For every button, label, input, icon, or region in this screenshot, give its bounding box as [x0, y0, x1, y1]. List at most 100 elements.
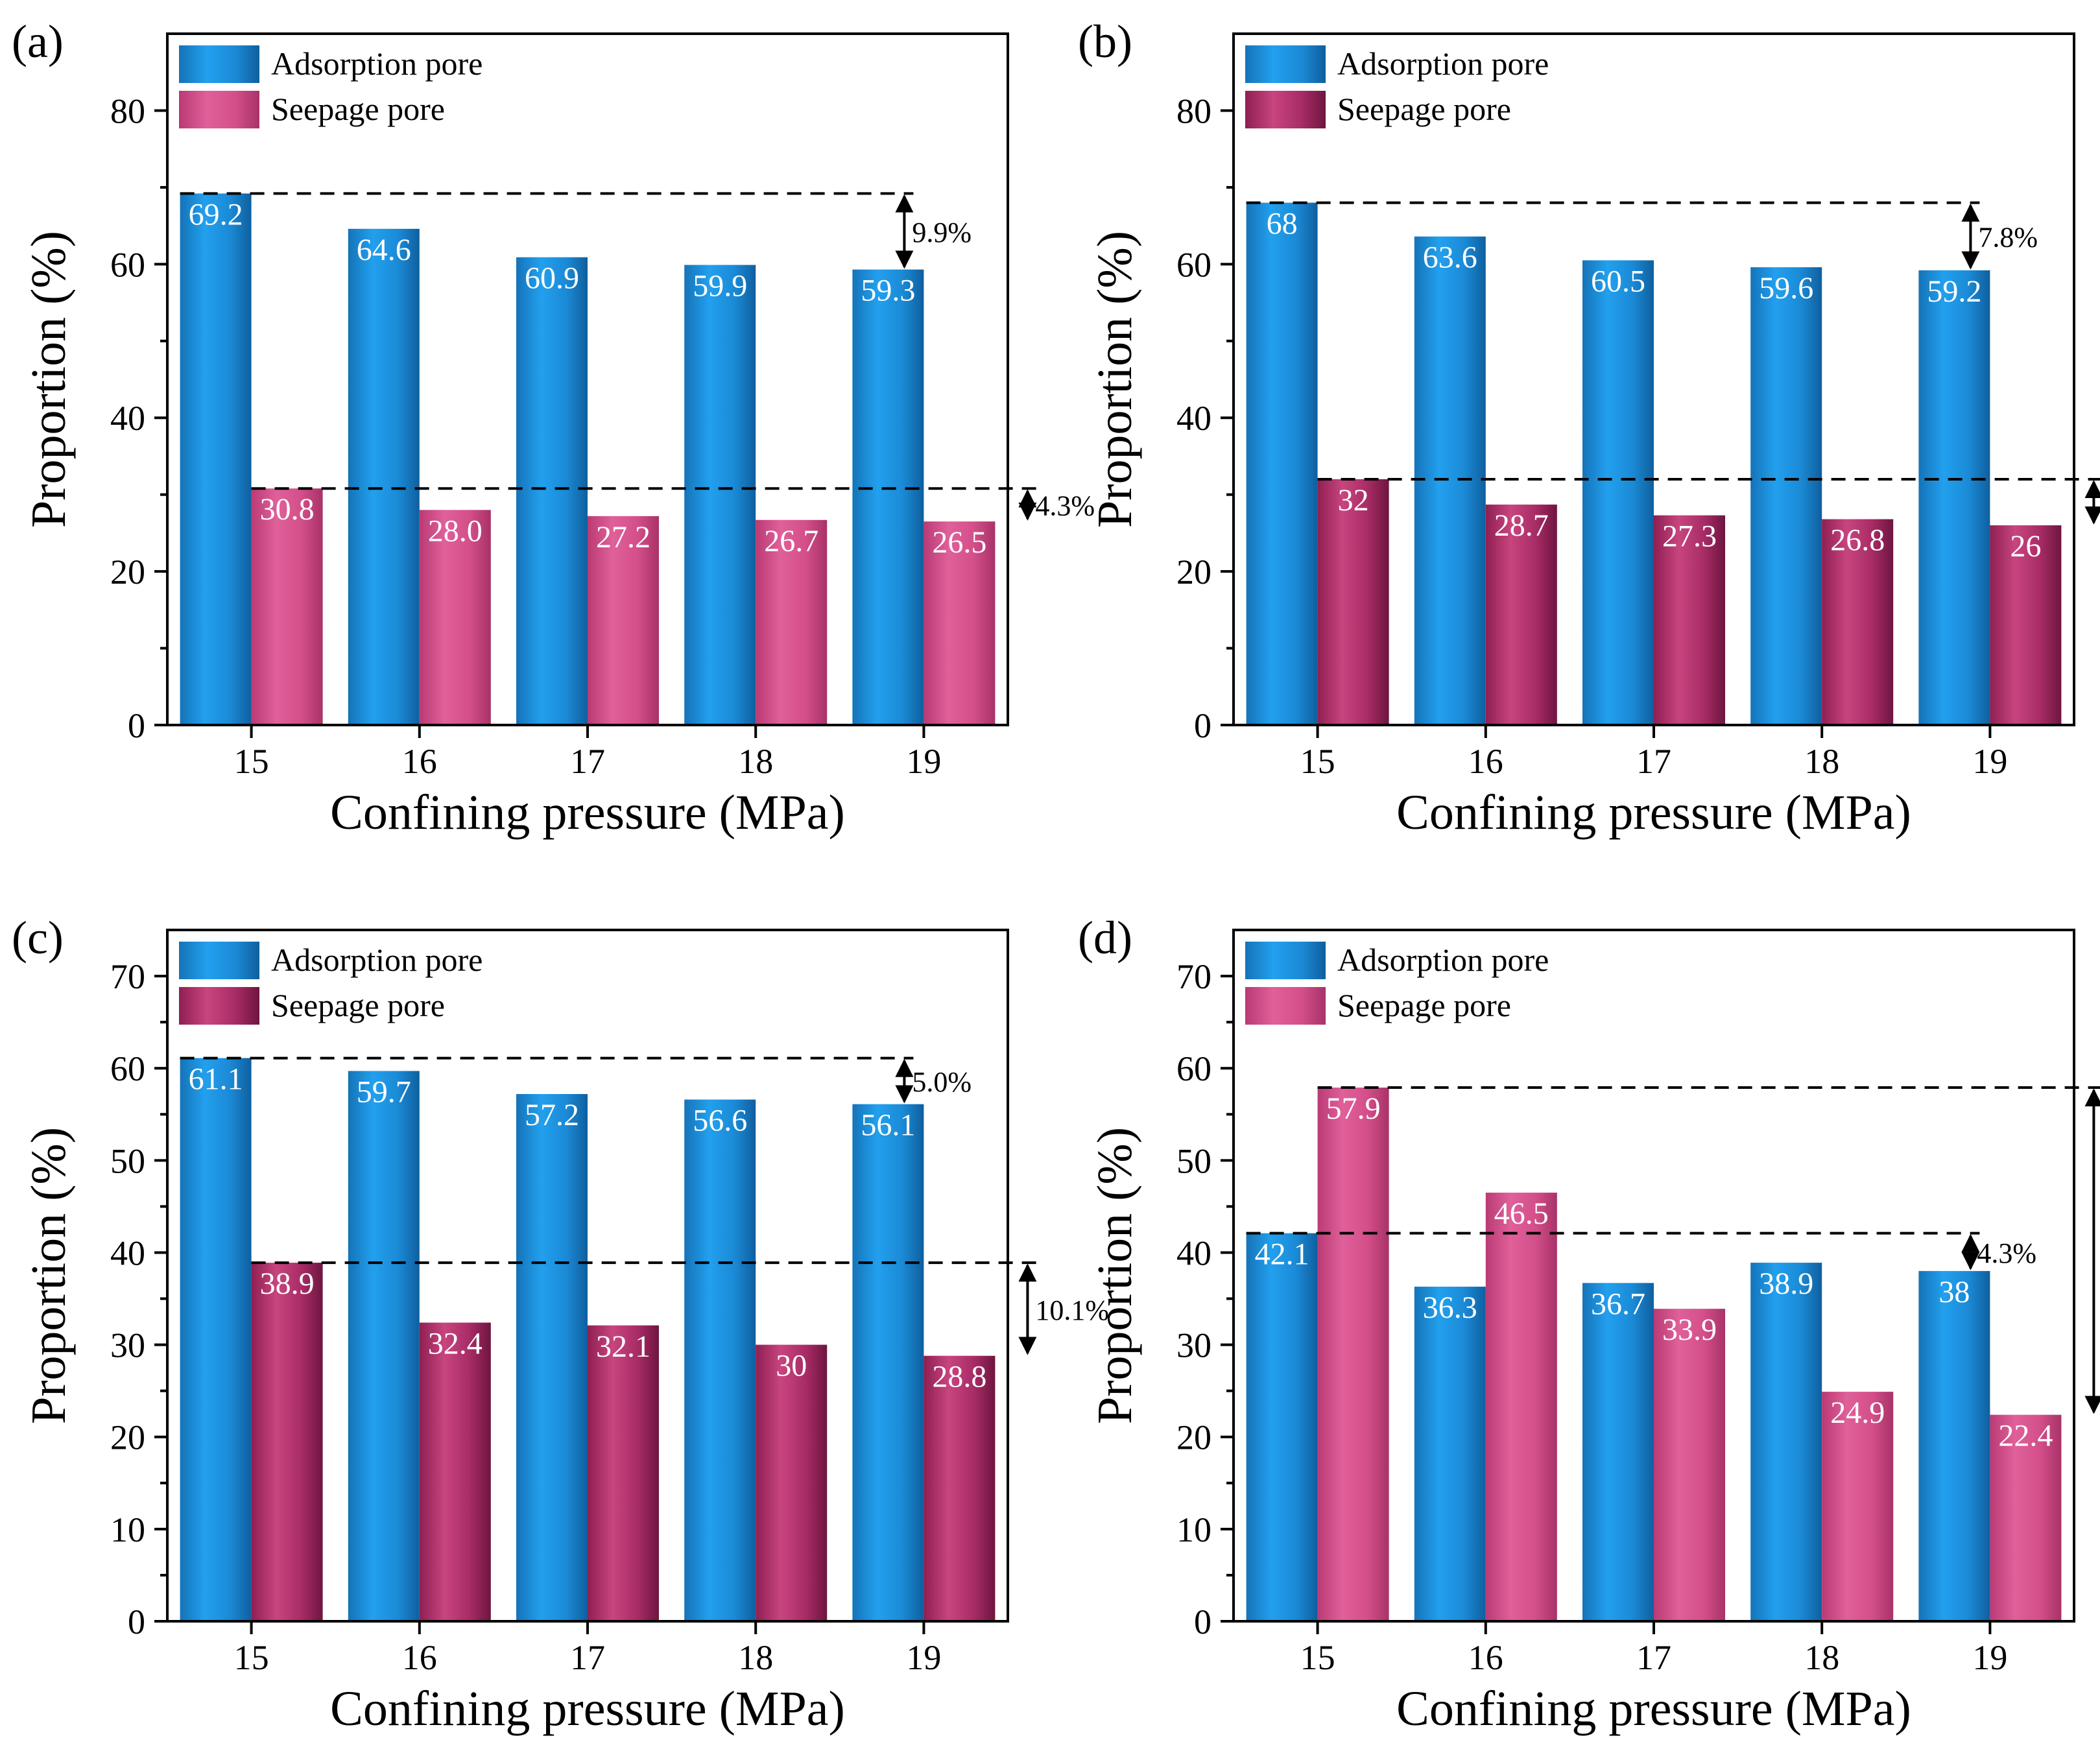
- x-tick-label: 16: [402, 742, 437, 781]
- data-label: 59.7: [357, 1075, 411, 1109]
- data-label: 27.2: [596, 520, 650, 554]
- data-label: 26: [2010, 529, 2041, 564]
- adsorption-bar: [1246, 202, 1318, 726]
- adsorption-bar: [1582, 1283, 1654, 1621]
- data-label: 30: [776, 1349, 807, 1383]
- data-label: 59.6: [1759, 271, 1813, 305]
- data-label: 60.9: [525, 261, 579, 296]
- seepage-bar: [924, 521, 996, 725]
- legend-swatch: [179, 942, 259, 979]
- y-tick-label: 70: [1176, 957, 1211, 996]
- legend-label: Seepage pore: [1337, 987, 1511, 1023]
- data-label: 36.7: [1591, 1287, 1645, 1321]
- adsorption-bar: [1414, 236, 1486, 725]
- data-label: 59.9: [693, 269, 747, 304]
- x-tick-label: 18: [738, 742, 773, 781]
- y-tick-label: 20: [1176, 1418, 1211, 1457]
- x-tick-label: 17: [1636, 1638, 1671, 1677]
- adsorption-bar: [684, 265, 756, 725]
- seepage-bar: [1822, 519, 1894, 725]
- seepage-bar: [1990, 1414, 2062, 1621]
- seepage-bar: [251, 1263, 323, 1621]
- y-tick-label: 40: [110, 399, 145, 438]
- legend-label: Adsorption pore: [1337, 45, 1549, 82]
- data-label: 46.5: [1494, 1196, 1549, 1231]
- adsorption-bar: [348, 1071, 420, 1621]
- adsorption-bar: [1750, 267, 1822, 725]
- data-label: 64.6: [357, 233, 411, 267]
- y-tick-label: 30: [1176, 1326, 1211, 1365]
- legend-swatch: [179, 45, 259, 83]
- seepage-bar: [1317, 479, 1389, 725]
- data-label: 26.8: [1830, 523, 1885, 558]
- legend-swatch: [1245, 987, 1326, 1025]
- data-label: 22.4: [1998, 1419, 2053, 1453]
- x-tick-label: 16: [402, 1638, 437, 1677]
- y-tick-label: 40: [1176, 399, 1211, 438]
- y-axis-title: Proportion (%): [21, 231, 76, 528]
- x-tick-label: 19: [906, 1638, 941, 1677]
- chart-panel: (b) 68 63.6 60.5 59.6 59.2 32 28.7 27.3 26.8 26 7.8…: [1078, 16, 2100, 840]
- adsorption-bar: [1246, 1233, 1318, 1621]
- adsorption-bar: [348, 228, 420, 725]
- y-tick-label: 60: [110, 245, 145, 284]
- data-label: 57.9: [1326, 1091, 1381, 1126]
- seepage-bar: [588, 1325, 659, 1621]
- legend-swatch: [1245, 45, 1326, 83]
- data-label: 33.9: [1662, 1313, 1717, 1347]
- panel-label: (c): [12, 912, 64, 964]
- chart-panel: (d) 42.1 36.3 36.7 38.9 38 57.9 46.5 33.9 24.9 22.…: [1078, 912, 2100, 1736]
- y-tick-label: 20: [1176, 553, 1211, 591]
- data-label: 24.9: [1830, 1396, 1885, 1430]
- x-tick-label: 17: [570, 742, 605, 781]
- y-tick-label: 50: [1176, 1141, 1211, 1180]
- legend-label: Adsorption pore: [271, 942, 483, 978]
- legend-label: Seepage pore: [1337, 91, 1511, 127]
- difference-label: 5.0%: [912, 1066, 972, 1098]
- chart-panel: (c) 61.1 59.7 57.2 56.6 56.1 38.9 32.4 32.1 30 28.…: [12, 912, 1109, 1736]
- seepage-bar: [1654, 515, 1725, 725]
- y-tick-label: 0: [1194, 1602, 1211, 1641]
- seepage-bar: [588, 516, 659, 725]
- y-axis-title: Proportion (%): [1088, 231, 1142, 528]
- seepage-bar: [1654, 1309, 1725, 1621]
- difference-label: 10.1%: [1035, 1294, 1109, 1326]
- data-label: 69.2: [189, 197, 243, 232]
- adsorption-bar: [684, 1099, 756, 1621]
- data-label: 56.1: [861, 1108, 915, 1143]
- legend-label: Seepage pore: [271, 91, 445, 127]
- y-tick-label: 40: [110, 1233, 145, 1272]
- data-label: 61.1: [189, 1062, 243, 1097]
- y-tick-label: 20: [110, 1418, 145, 1457]
- data-label: 30.8: [260, 492, 315, 527]
- x-tick-label: 16: [1468, 1638, 1503, 1677]
- difference-label: 7.8%: [1978, 222, 2038, 254]
- data-label: 68: [1267, 207, 1298, 241]
- y-tick-label: 60: [110, 1049, 145, 1088]
- x-axis-title: Confining pressure (MPa): [330, 1682, 845, 1736]
- adsorption-bar: [1918, 1270, 1990, 1621]
- data-label: 26.5: [932, 525, 986, 560]
- y-tick-label: 0: [128, 1602, 145, 1641]
- data-label: 59.2: [1927, 274, 1981, 309]
- data-label: 56.6: [693, 1104, 747, 1138]
- data-label: 57.2: [525, 1098, 579, 1132]
- y-tick-label: 20: [110, 553, 145, 591]
- legend-swatch: [179, 91, 259, 128]
- panel-label: (b): [1078, 16, 1132, 67]
- legend-label: Adsorption pore: [271, 45, 483, 82]
- difference-label: 4.3%: [1977, 1237, 2036, 1269]
- data-label: 28.7: [1494, 508, 1549, 543]
- adsorption-bar: [1918, 270, 1990, 725]
- x-tick-label: 15: [1300, 1638, 1335, 1677]
- adsorption-bar: [1582, 260, 1654, 725]
- legend-label: Seepage pore: [271, 987, 445, 1023]
- x-tick-label: 18: [1804, 742, 1839, 781]
- seepage-bar: [1990, 525, 2062, 725]
- data-label: 38.9: [1759, 1267, 1813, 1301]
- x-tick-label: 18: [738, 1638, 773, 1677]
- legend-swatch: [1245, 942, 1326, 979]
- data-label: 42.1: [1255, 1237, 1309, 1272]
- legend-swatch: [179, 987, 259, 1025]
